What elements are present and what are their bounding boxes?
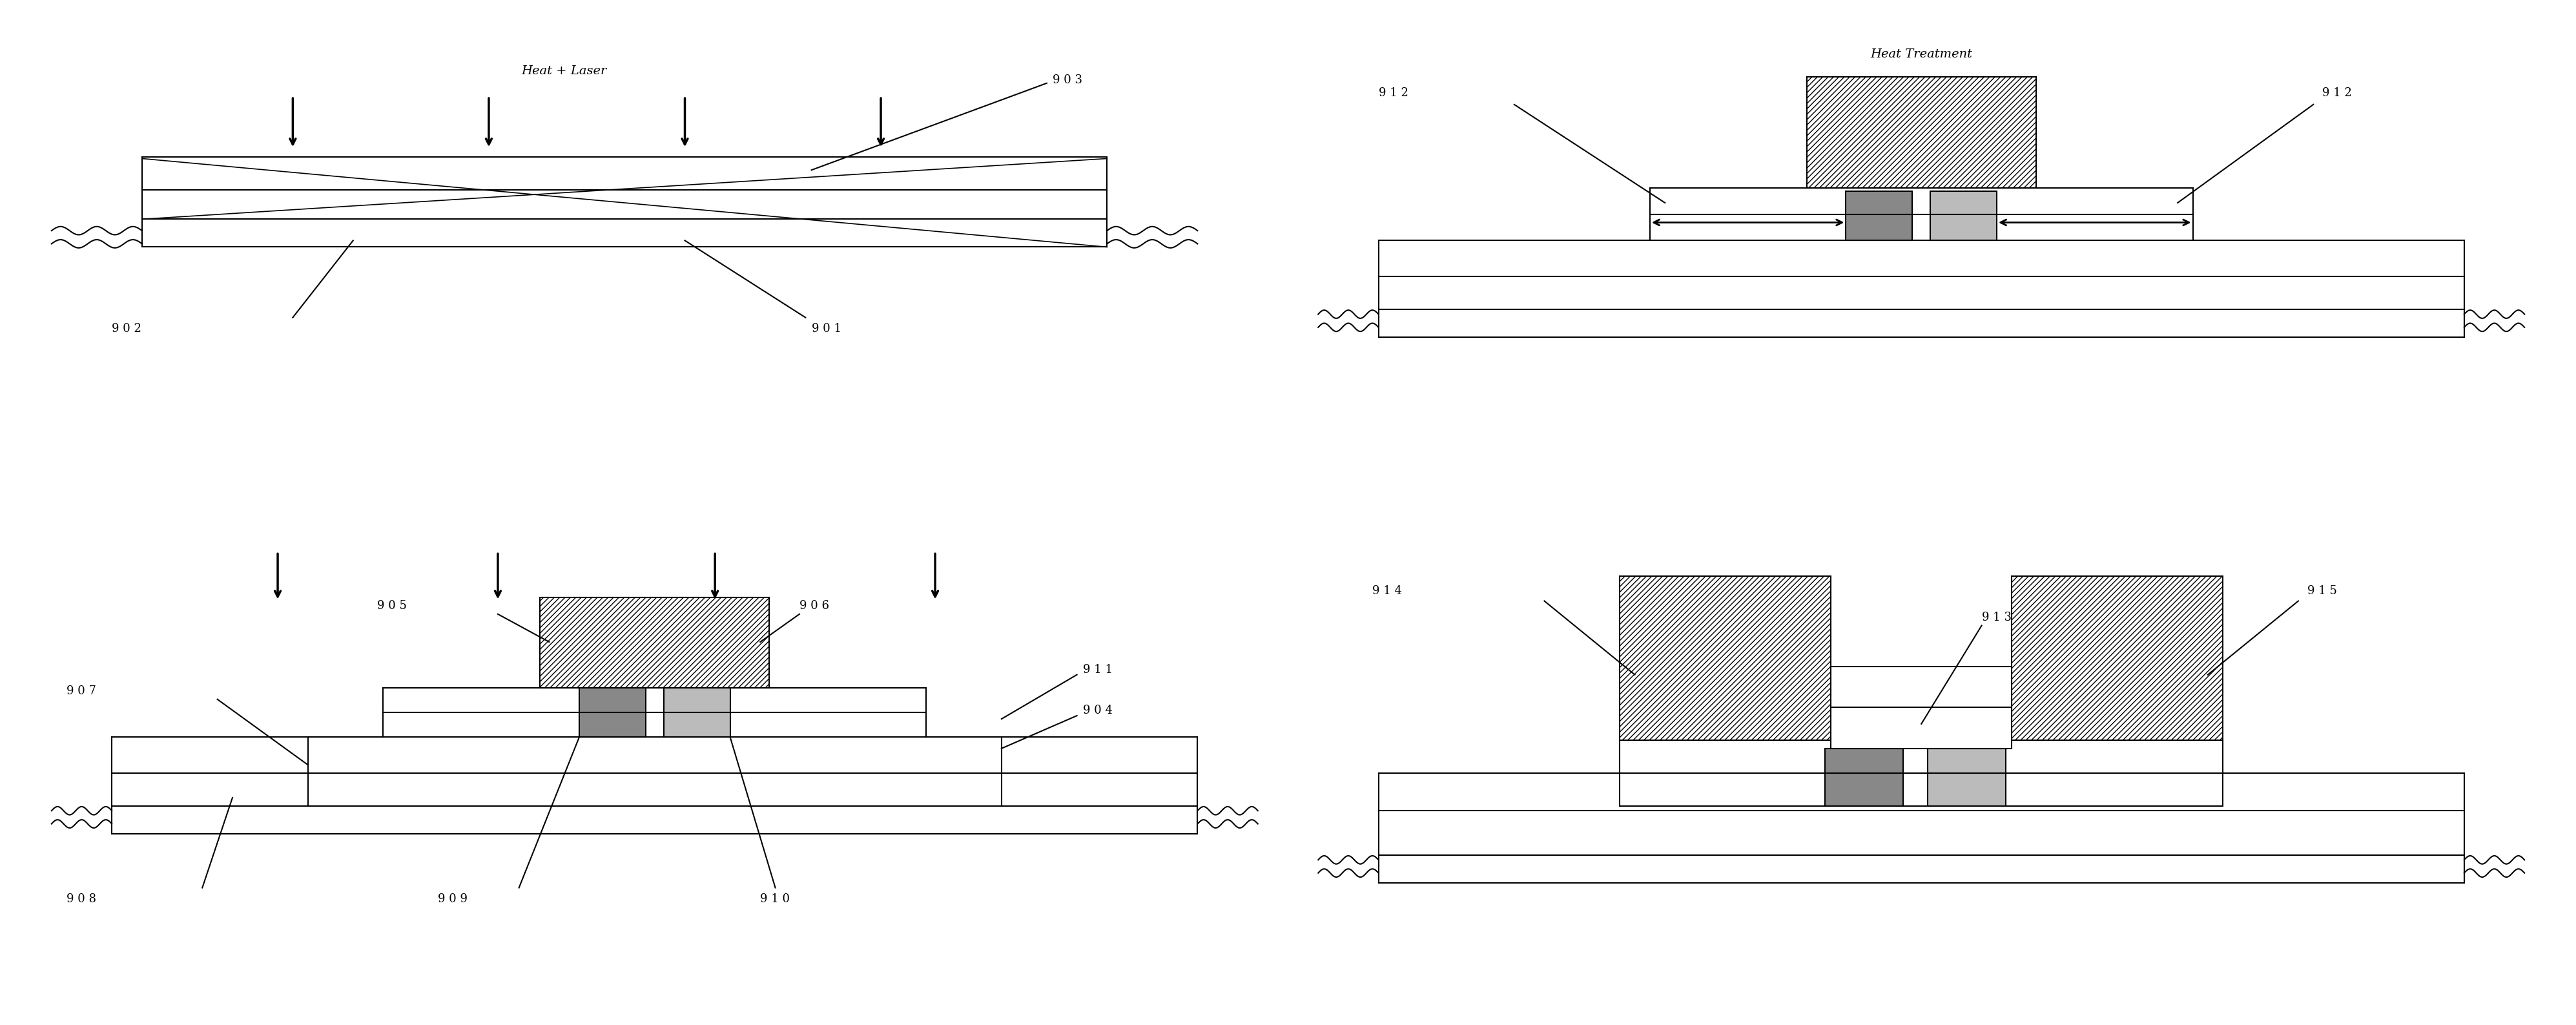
Text: 9 0 8: 9 0 8 bbox=[67, 894, 95, 905]
Text: 9 1 1: 9 1 1 bbox=[1082, 664, 1113, 675]
Bar bbox=[1378, 241, 2465, 310]
Text: 9 0 9: 9 0 9 bbox=[438, 894, 466, 905]
Bar bbox=[1378, 855, 2465, 883]
Bar bbox=[2012, 576, 2223, 773]
Text: 9 0 5: 9 0 5 bbox=[376, 600, 407, 612]
Text: 9 0 4: 9 0 4 bbox=[1082, 705, 1113, 716]
Bar bbox=[1929, 192, 1996, 241]
Text: Heat + Laser: Heat + Laser bbox=[520, 65, 608, 77]
Bar bbox=[384, 688, 927, 737]
Bar bbox=[1824, 748, 1904, 806]
Bar bbox=[1620, 740, 2223, 806]
Text: 9 1 0: 9 1 0 bbox=[760, 894, 791, 905]
Bar bbox=[1832, 666, 2012, 748]
Text: 9 1 2: 9 1 2 bbox=[2324, 87, 2352, 98]
Bar bbox=[1378, 310, 2465, 337]
Text: 9 0 7: 9 0 7 bbox=[67, 686, 95, 697]
Text: 9 0 6: 9 0 6 bbox=[799, 600, 829, 612]
Text: 9 0 3: 9 0 3 bbox=[1054, 74, 1082, 86]
Text: 9 1 4: 9 1 4 bbox=[1373, 585, 1401, 597]
Text: 9 0 1: 9 0 1 bbox=[811, 323, 842, 335]
Text: 9 1 2: 9 1 2 bbox=[1378, 87, 1409, 98]
Bar bbox=[142, 219, 1108, 247]
Bar bbox=[142, 157, 1108, 219]
Text: Heat Treatment: Heat Treatment bbox=[1870, 48, 1973, 60]
Bar bbox=[111, 737, 1198, 806]
Bar bbox=[1620, 576, 1832, 773]
Bar bbox=[580, 688, 647, 737]
Bar bbox=[1806, 77, 2035, 188]
Bar bbox=[111, 806, 1198, 833]
Text: 9 1 3: 9 1 3 bbox=[1981, 612, 2012, 623]
Bar bbox=[1927, 748, 2007, 806]
Text: 9 0 2: 9 0 2 bbox=[111, 323, 142, 335]
Bar bbox=[1847, 192, 1911, 241]
Bar bbox=[1649, 188, 2192, 241]
Bar bbox=[1378, 773, 2465, 855]
Text: 9 1 5: 9 1 5 bbox=[2308, 585, 2336, 597]
Bar bbox=[541, 598, 770, 688]
Bar bbox=[665, 688, 729, 737]
